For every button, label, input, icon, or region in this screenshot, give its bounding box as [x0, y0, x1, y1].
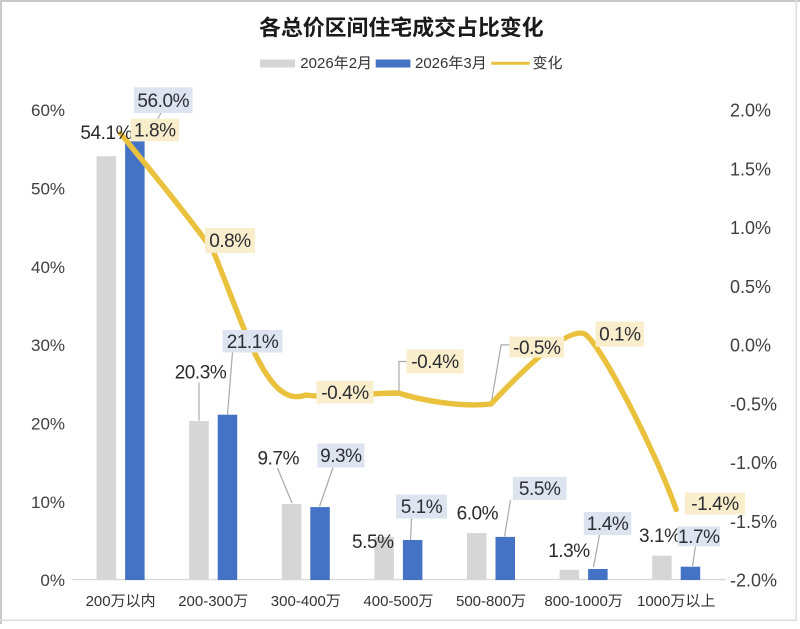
svg-text:1.4%: 1.4%: [587, 514, 629, 535]
svg-text:50%: 50%: [31, 180, 65, 199]
svg-text:1000: 1000: [637, 593, 670, 610]
svg-text:-1.4%: -1.4%: [691, 494, 739, 515]
svg-text:60%: 60%: [31, 101, 65, 120]
svg-text:5.1%: 5.1%: [401, 497, 443, 518]
svg-text:2026: 2026: [300, 55, 333, 72]
svg-text:2026: 2026: [415, 55, 448, 72]
svg-text:21.1%: 21.1%: [227, 332, 279, 353]
svg-text:1.5%: 1.5%: [730, 159, 771, 179]
svg-text:2: 2: [349, 55, 357, 72]
svg-text:2.0%: 2.0%: [730, 101, 771, 121]
svg-text:1.0%: 1.0%: [730, 218, 771, 238]
svg-text:6.0%: 6.0%: [457, 504, 499, 525]
svg-text:0.5%: 0.5%: [730, 277, 771, 297]
svg-text:500-800: 500-800: [456, 593, 511, 610]
svg-text:-2.0%: -2.0%: [730, 571, 777, 591]
svg-text:3: 3: [463, 55, 471, 72]
svg-text:10%: 10%: [31, 493, 65, 512]
svg-text:200: 200: [86, 593, 111, 610]
svg-text:3.1%: 3.1%: [639, 526, 681, 547]
svg-text:1.3%: 1.3%: [548, 541, 590, 562]
svg-text:1.8%: 1.8%: [134, 121, 176, 142]
svg-text:20%: 20%: [31, 415, 65, 434]
svg-text:9.3%: 9.3%: [320, 446, 362, 467]
svg-text:54.1%: 54.1%: [80, 123, 132, 144]
svg-text:-1.5%: -1.5%: [730, 512, 777, 532]
svg-text:-0.5%: -0.5%: [513, 338, 561, 359]
svg-text:400-500: 400-500: [363, 593, 418, 610]
svg-text:5.5%: 5.5%: [352, 532, 394, 553]
svg-text:-1.0%: -1.0%: [730, 453, 777, 473]
svg-text:20.3%: 20.3%: [175, 362, 227, 383]
svg-text:0.8%: 0.8%: [209, 231, 251, 252]
svg-text:9.7%: 9.7%: [258, 449, 300, 470]
svg-text:0.1%: 0.1%: [599, 325, 641, 346]
svg-text:40%: 40%: [31, 258, 65, 277]
svg-text:30%: 30%: [31, 336, 65, 355]
svg-text:300-400: 300-400: [271, 593, 326, 610]
svg-text:-0.4%: -0.4%: [321, 383, 369, 404]
svg-text:-0.5%: -0.5%: [730, 394, 777, 414]
svg-text:800-1000: 800-1000: [544, 593, 607, 610]
svg-text:0.0%: 0.0%: [730, 336, 771, 356]
svg-text:5.5%: 5.5%: [519, 479, 561, 500]
svg-text:200-300: 200-300: [178, 593, 233, 610]
svg-text:0%: 0%: [40, 571, 65, 590]
svg-text:56.0%: 56.0%: [137, 91, 189, 112]
svg-text:-0.4%: -0.4%: [411, 352, 459, 373]
svg-text:1.7%: 1.7%: [678, 527, 720, 548]
